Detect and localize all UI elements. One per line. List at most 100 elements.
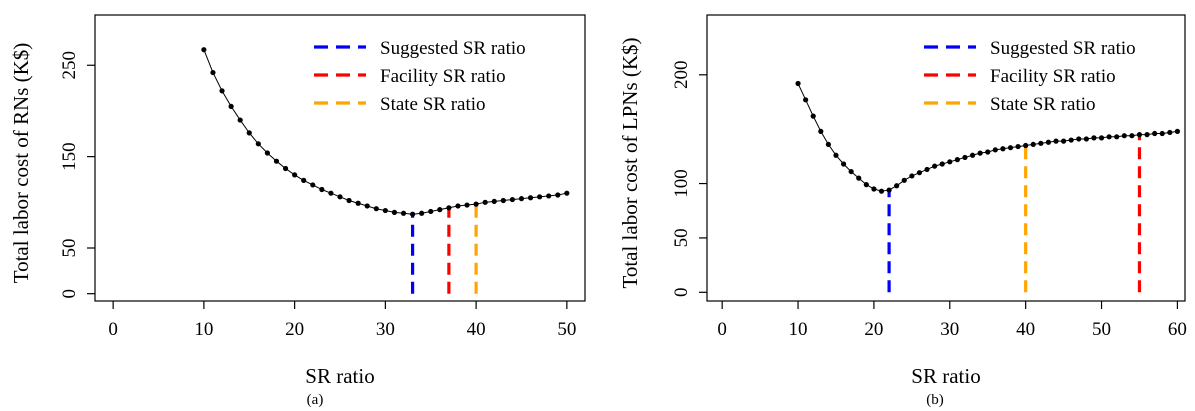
panel-label: (a) xyxy=(307,392,324,408)
x-tick-label: 10 xyxy=(789,319,808,340)
panel-label: (b) xyxy=(926,392,944,408)
y-axis-title: Total labor cost of RNs (K$) xyxy=(9,43,33,284)
x-tick-label: 50 xyxy=(1092,319,1111,340)
legend-label: State SR ratio xyxy=(990,94,1096,115)
data-point xyxy=(1015,144,1020,149)
data-point xyxy=(1137,132,1142,137)
data-point xyxy=(1129,133,1134,138)
data-point xyxy=(795,81,800,86)
data-point xyxy=(238,117,243,122)
data-point xyxy=(546,193,551,198)
data-point xyxy=(501,198,506,203)
data-point xyxy=(864,182,869,187)
data-point xyxy=(383,208,388,213)
data-point xyxy=(1053,139,1058,144)
legend: Suggested SR ratio Facility SR ratio State… xyxy=(924,38,1136,115)
data-point xyxy=(537,194,542,199)
data-point xyxy=(428,209,433,214)
data-point xyxy=(247,130,252,135)
data-point xyxy=(492,199,497,204)
data-point xyxy=(803,97,808,102)
data-point xyxy=(871,186,876,191)
x-axis-title: SR ratio xyxy=(911,364,980,388)
data-point xyxy=(879,189,884,194)
data-point xyxy=(365,203,370,208)
y-tick-label: 150 xyxy=(59,142,80,171)
data-point xyxy=(1107,134,1112,139)
data-point xyxy=(374,206,379,211)
data-point xyxy=(1046,140,1051,145)
x-axis-title: SR ratio xyxy=(305,364,374,388)
data-point xyxy=(826,142,831,147)
data-point xyxy=(978,151,983,156)
data-point xyxy=(1031,142,1036,147)
data-point xyxy=(1160,131,1165,136)
data-point xyxy=(856,176,861,181)
legend-label: Suggested SR ratio xyxy=(990,38,1136,59)
x-tick-label: 50 xyxy=(557,319,576,340)
data-point xyxy=(1069,137,1074,142)
data-point xyxy=(292,172,297,177)
data-point xyxy=(811,114,816,119)
x-tick-label: 0 xyxy=(717,319,727,340)
data-point xyxy=(1099,135,1104,140)
data-point xyxy=(993,147,998,152)
data-point xyxy=(519,196,524,201)
data-point xyxy=(1061,139,1066,144)
data-point xyxy=(841,161,846,166)
data-point xyxy=(283,166,288,171)
data-point xyxy=(932,164,937,169)
data-point xyxy=(410,212,415,217)
x-tick-label: 0 xyxy=(108,319,118,340)
data-point xyxy=(924,167,929,172)
data-point xyxy=(419,211,424,216)
x-tick-label: 20 xyxy=(864,319,883,340)
data-point xyxy=(917,170,922,175)
data-point xyxy=(274,159,279,164)
legend-label: Facility SR ratio xyxy=(990,66,1116,87)
data-point xyxy=(474,202,479,207)
data-point xyxy=(1023,143,1028,148)
data-point xyxy=(1008,145,1013,150)
legend: Suggested SR ratio Facility SR ratio State… xyxy=(314,38,526,115)
data-point xyxy=(265,150,270,155)
data-point xyxy=(555,192,560,197)
data-point xyxy=(1175,129,1180,134)
y-tick-label: 100 xyxy=(671,169,692,198)
data-point xyxy=(356,201,361,206)
data-point xyxy=(1091,135,1096,140)
legend-label: State SR ratio xyxy=(380,94,486,115)
chart-panel-1: 0 10 20 30 40 50 0 50 150 250 SR ratio Total labor … xyxy=(9,15,585,408)
legend-label: Facility SR ratio xyxy=(380,66,506,87)
data-point xyxy=(962,155,967,160)
data-point xyxy=(909,173,914,178)
data-point xyxy=(1152,131,1157,136)
data-point xyxy=(319,187,324,192)
data-point xyxy=(818,129,823,134)
data-point xyxy=(528,195,533,200)
y-tick-label: 50 xyxy=(671,228,692,247)
data-point xyxy=(392,210,397,215)
data-point xyxy=(833,153,838,158)
data-point xyxy=(455,203,460,208)
data-point xyxy=(510,197,515,202)
data-point xyxy=(437,207,442,212)
data-point xyxy=(940,161,945,166)
x-tick-label: 40 xyxy=(467,319,486,340)
x-tick-label: 40 xyxy=(1016,319,1035,340)
y-tick-label: 0 xyxy=(59,289,80,299)
data-point xyxy=(256,141,261,146)
data-point xyxy=(1084,136,1089,141)
x-tick-label: 30 xyxy=(376,319,395,340)
data-point xyxy=(947,159,952,164)
y-tick-label: 200 xyxy=(671,61,692,90)
x-tick-label: 30 xyxy=(940,319,959,340)
data-point xyxy=(210,70,215,75)
data-point xyxy=(886,187,891,192)
series-line xyxy=(798,84,1177,192)
data-point xyxy=(219,88,224,93)
data-point xyxy=(1000,146,1005,151)
data-point xyxy=(346,198,351,203)
x-tick-label: 20 xyxy=(285,319,304,340)
